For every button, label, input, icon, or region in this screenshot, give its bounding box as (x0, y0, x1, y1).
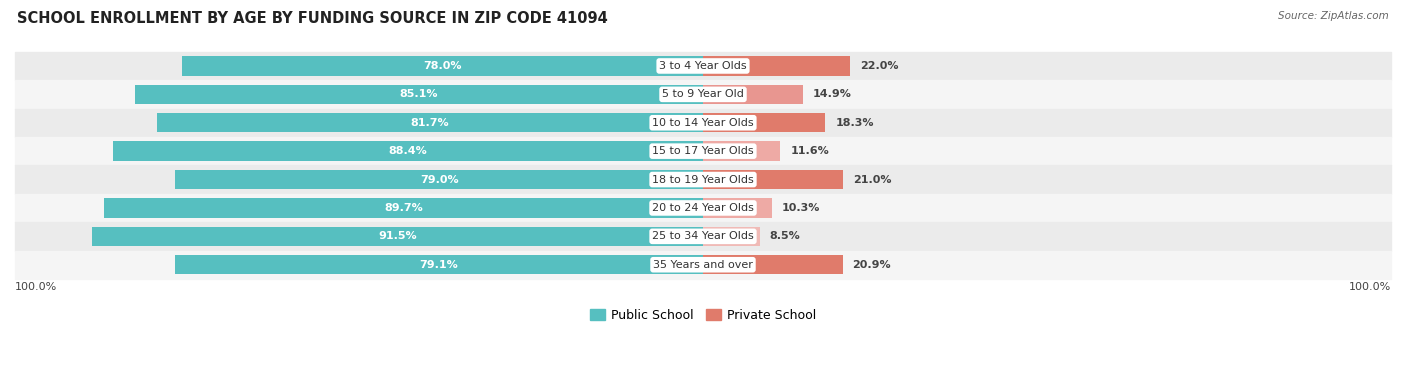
Text: 79.0%: 79.0% (420, 175, 458, 185)
Text: 11.6%: 11.6% (790, 146, 830, 156)
Text: Source: ZipAtlas.com: Source: ZipAtlas.com (1278, 11, 1389, 21)
Bar (703, 255, 842, 274)
Bar (15, 166, 1391, 194)
Text: 10 to 14 Year Olds: 10 to 14 Year Olds (652, 118, 754, 128)
Bar (15, 52, 1391, 80)
Bar (15, 251, 1391, 279)
Bar (703, 170, 844, 189)
Text: 14.9%: 14.9% (813, 89, 852, 100)
Text: 85.1%: 85.1% (399, 89, 439, 100)
Bar (703, 56, 851, 76)
Text: 18.3%: 18.3% (835, 118, 873, 128)
Text: 15 to 17 Year Olds: 15 to 17 Year Olds (652, 146, 754, 156)
Text: 20.9%: 20.9% (852, 260, 891, 270)
Bar (15, 80, 1391, 109)
Text: 3 to 4 Year Olds: 3 to 4 Year Olds (659, 61, 747, 71)
Bar (703, 141, 780, 161)
Text: 91.5%: 91.5% (378, 231, 416, 241)
Bar (176, 170, 703, 189)
Text: 20 to 24 Year Olds: 20 to 24 Year Olds (652, 203, 754, 213)
Text: 18 to 19 Year Olds: 18 to 19 Year Olds (652, 175, 754, 185)
Text: 88.4%: 88.4% (388, 146, 427, 156)
Bar (91, 227, 703, 246)
Bar (15, 137, 1391, 166)
Text: 81.7%: 81.7% (411, 118, 450, 128)
Bar (15, 109, 1391, 137)
Bar (703, 198, 772, 218)
Bar (157, 113, 703, 132)
Text: 25 to 34 Year Olds: 25 to 34 Year Olds (652, 231, 754, 241)
Text: 8.5%: 8.5% (770, 231, 800, 241)
Bar (703, 113, 825, 132)
Bar (703, 85, 803, 104)
Text: 100.0%: 100.0% (15, 282, 58, 292)
Text: 79.1%: 79.1% (419, 260, 458, 270)
Bar (703, 227, 759, 246)
Bar (15, 222, 1391, 251)
Text: 35 Years and over: 35 Years and over (652, 260, 754, 270)
Bar (112, 141, 703, 161)
Bar (104, 198, 703, 218)
Text: 10.3%: 10.3% (782, 203, 820, 213)
Text: 22.0%: 22.0% (860, 61, 898, 71)
Bar (174, 255, 703, 274)
Bar (135, 85, 703, 104)
Text: 89.7%: 89.7% (384, 203, 423, 213)
Bar (15, 194, 1391, 222)
Legend: Public School, Private School: Public School, Private School (585, 304, 821, 327)
Bar (181, 56, 703, 76)
Text: SCHOOL ENROLLMENT BY AGE BY FUNDING SOURCE IN ZIP CODE 41094: SCHOOL ENROLLMENT BY AGE BY FUNDING SOUR… (17, 11, 607, 26)
Text: 78.0%: 78.0% (423, 61, 461, 71)
Text: 100.0%: 100.0% (1348, 282, 1391, 292)
Text: 5 to 9 Year Old: 5 to 9 Year Old (662, 89, 744, 100)
Text: 21.0%: 21.0% (853, 175, 891, 185)
